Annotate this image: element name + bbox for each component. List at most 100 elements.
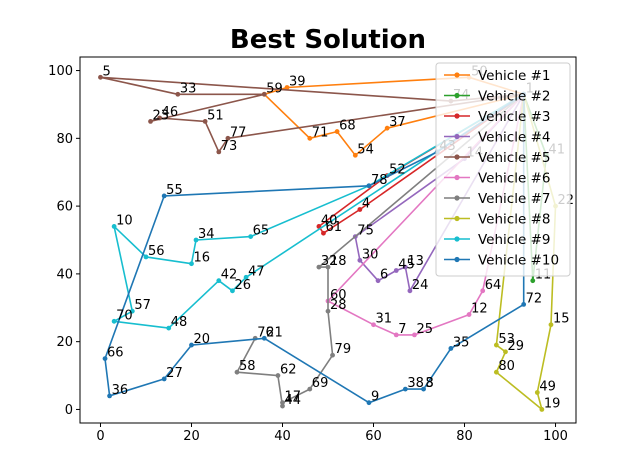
node-label: 28: [330, 298, 347, 313]
x-tick-label: 0: [96, 429, 104, 444]
data-point: [280, 403, 285, 409]
legend-marker: [454, 133, 460, 140]
node-label: 57: [134, 298, 151, 313]
data-point: [157, 115, 163, 121]
legend-label: Vehicle #8: [478, 212, 550, 228]
data-point: [143, 254, 149, 260]
data-point: [375, 278, 381, 284]
node-label: 72: [526, 291, 543, 306]
node-label: 70: [116, 308, 133, 323]
node-label: 53: [498, 332, 515, 347]
data-point: [280, 400, 285, 406]
y-tick-label: 0: [65, 403, 73, 418]
node-label: 5: [102, 64, 110, 79]
data-point: [111, 318, 117, 324]
node-label: 26: [234, 278, 251, 293]
legend-label: Vehicle #10: [478, 253, 559, 269]
data-point: [521, 301, 527, 307]
data-point: [175, 91, 181, 97]
data-point: [321, 230, 326, 236]
legend-marker: [454, 113, 460, 119]
x-tick-label: 60: [365, 429, 382, 444]
legend-entry: Vehicle #8: [444, 212, 550, 228]
series-vehicle-6: [325, 91, 527, 338]
data-point: [412, 332, 417, 338]
legend-label: Vehicle #9: [478, 232, 550, 248]
node-label: 64: [485, 278, 502, 293]
legend-entry: Vehicle #10: [444, 253, 559, 269]
node-label: 33: [180, 81, 197, 96]
node-label: 46: [162, 105, 179, 120]
node-label: 66: [107, 346, 124, 361]
data-point: [189, 342, 194, 348]
data-point: [493, 369, 499, 375]
node-label: 12: [471, 302, 488, 317]
data-point: [316, 264, 322, 270]
data-point: [189, 261, 194, 267]
node-label: 8: [426, 376, 434, 391]
legend-entry: Vehicle #3: [444, 109, 550, 125]
data-point: [402, 264, 408, 270]
legend-marker: [454, 174, 460, 181]
node-label: 76: [257, 325, 274, 340]
data-point: [275, 373, 281, 378]
data-point: [466, 312, 472, 317]
data-point: [234, 369, 240, 375]
data-point: [102, 356, 108, 362]
legend-marker: [454, 154, 460, 160]
node-label: 24: [412, 278, 429, 293]
plot-area: 0204060801000204060801001503959716854371…: [48, 56, 577, 444]
node-label: 35: [453, 335, 470, 350]
data-point: [421, 386, 426, 392]
node-label: 69: [312, 376, 329, 391]
legend: Vehicle #1 Vehicle #2 Vehicle #3 Vehicle #4…: [435, 62, 571, 277]
legend-label: Vehicle #7: [478, 191, 550, 207]
data-point: [243, 274, 249, 280]
node-label: 56: [148, 244, 165, 259]
node-label: 21: [266, 325, 283, 340]
data-point: [407, 288, 413, 294]
data-point: [261, 91, 267, 97]
node-label: 52: [389, 163, 406, 178]
legend-label: Vehicle #1: [478, 68, 550, 84]
data-point: [448, 346, 454, 351]
node-label: 45: [398, 258, 415, 273]
node-label: 20: [193, 332, 210, 347]
node-label: 62: [280, 363, 297, 378]
x-tick-label: 40: [274, 429, 291, 444]
data-point: [261, 335, 267, 341]
node-label: 37: [389, 115, 406, 130]
node-label: 71: [312, 125, 329, 140]
legend-marker: [454, 72, 460, 78]
data-point: [193, 237, 199, 243]
node-label: 75: [357, 224, 374, 239]
legend-marker: [454, 215, 460, 222]
y-tick-label: 20: [56, 335, 73, 350]
data-point: [357, 207, 363, 212]
node-label: 54: [357, 142, 374, 157]
node-label: 79: [335, 342, 352, 357]
node-label: 4: [362, 197, 370, 212]
data-point: [534, 390, 540, 395]
x-tick-label: 100: [543, 429, 568, 444]
node-label: 39: [289, 75, 306, 90]
data-point: [284, 85, 290, 90]
data-point: [230, 288, 235, 294]
node-label: 48: [171, 315, 188, 330]
node-label: 25: [416, 322, 433, 337]
legend-marker: [454, 92, 460, 99]
data-point: [548, 322, 554, 328]
x-tick-label: 80: [456, 429, 473, 444]
legend-entry: Vehicle #7: [444, 191, 550, 207]
data-point: [98, 74, 103, 80]
node-label: 51: [207, 108, 224, 123]
data-point: [325, 308, 331, 314]
data-point: [503, 349, 508, 355]
node-label: 55: [166, 183, 183, 198]
legend-label: Vehicle #4: [478, 130, 550, 146]
legend-marker: [454, 256, 460, 263]
data-point: [107, 393, 112, 399]
node-label: 19: [544, 396, 561, 411]
